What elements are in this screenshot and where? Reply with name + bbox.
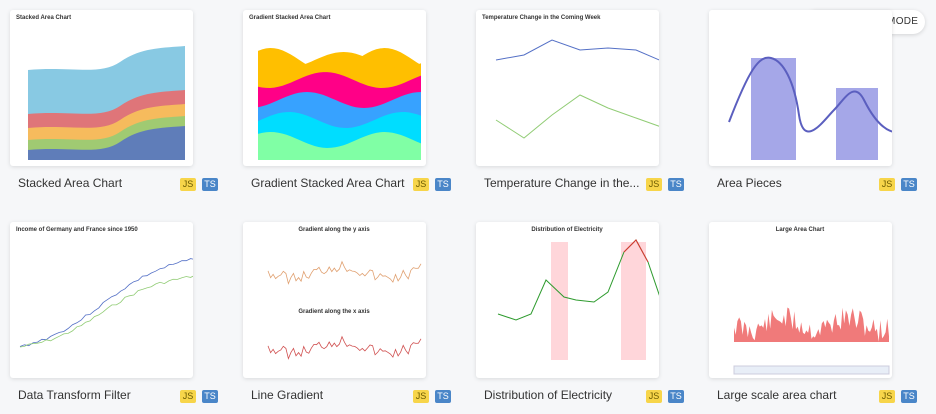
badge[interactable]: TS: [668, 178, 684, 191]
card-title[interactable]: Line Gradient: [251, 388, 324, 402]
thumb-title: Temperature Change in the Coming Week: [482, 15, 601, 21]
badge[interactable]: JS: [180, 178, 196, 191]
badge[interactable]: TS: [202, 390, 218, 403]
line: [623, 239, 649, 263]
example-card[interactable]: Area Pieces JS TS: [709, 10, 917, 191]
card-title[interactable]: Stacked Area Chart: [18, 176, 123, 190]
area: [28, 126, 185, 160]
band: [621, 242, 646, 360]
example-card[interactable]: Stacked Area Chart Stacked Area Chart JS TS: [10, 10, 218, 191]
card-title[interactable]: Data Transform Filter: [18, 388, 131, 402]
area: [734, 307, 889, 342]
card-title[interactable]: Area Pieces: [717, 176, 782, 190]
line: [267, 260, 422, 285]
card-title[interactable]: Distribution of Electricity: [484, 388, 613, 402]
example-card[interactable]: Gradient along the y axis Gradient along …: [243, 222, 451, 403]
thumbnail[interactable]: Gradient Stacked Area Chart: [243, 10, 426, 166]
badge[interactable]: TS: [435, 178, 451, 191]
example-card[interactable]: Temperature Change in the Coming Week Tem…: [476, 10, 684, 191]
thumbnail[interactable]: Large Area Chart: [709, 222, 892, 378]
line: [495, 94, 659, 139]
thumbnail[interactable]: Income of Germany and France since 1950: [10, 222, 193, 378]
example-card[interactable]: Distribution of Electricity Distribution …: [476, 222, 684, 403]
badge[interactable]: JS: [413, 178, 429, 191]
thumb-title: Gradient along the x axis: [298, 309, 370, 315]
thumb-title: Gradient Stacked Area Chart: [249, 15, 330, 21]
piece: [836, 88, 878, 160]
piece: [751, 58, 796, 160]
example-card[interactable]: Gradient Stacked Area Chart Gradient Stac…: [243, 10, 451, 191]
badge[interactable]: TS: [202, 178, 218, 191]
thumbnail[interactable]: Distribution of Electricity: [476, 222, 659, 378]
example-card[interactable]: Income of Germany and France since 1950 D…: [10, 222, 218, 403]
line: [19, 258, 193, 347]
line: [728, 56, 892, 133]
thumb-title: Stacked Area Chart: [16, 15, 71, 21]
area: [258, 132, 421, 160]
badge[interactable]: JS: [646, 178, 662, 191]
thumb-title: Gradient along the y axis: [298, 227, 370, 233]
card-title[interactable]: Temperature Change in the...: [484, 176, 640, 190]
thumbnail[interactable]: Gradient along the y axis Gradient along …: [243, 222, 426, 378]
example-card[interactable]: Large Area Chart Large scale area chart JS…: [709, 222, 917, 403]
band: [551, 242, 568, 360]
badge[interactable]: TS: [435, 390, 451, 403]
badge[interactable]: TS: [901, 390, 917, 403]
line: [19, 275, 193, 348]
badge[interactable]: JS: [879, 178, 895, 191]
card-title[interactable]: Gradient Stacked Area Chart: [251, 176, 405, 190]
badge[interactable]: TS: [668, 390, 684, 403]
thumb-title: Large Area Chart: [776, 227, 824, 233]
line: [495, 39, 659, 61]
thumbnail[interactable]: Temperature Change in the Coming Week: [476, 10, 659, 166]
badge[interactable]: JS: [413, 390, 429, 403]
thumbnail[interactable]: Stacked Area Chart: [10, 10, 193, 166]
badge[interactable]: JS: [646, 390, 662, 403]
line: [267, 335, 422, 360]
card-title[interactable]: Large scale area chart: [717, 388, 837, 402]
zoom-slider: [733, 365, 890, 375]
badge[interactable]: JS: [879, 390, 895, 403]
thumb-title: Distribution of Electricity: [531, 227, 603, 233]
thumbnail[interactable]: [709, 10, 892, 166]
badge[interactable]: JS: [180, 390, 196, 403]
badge[interactable]: TS: [901, 178, 917, 191]
thumb-title: Income of Germany and France since 1950: [16, 227, 138, 233]
